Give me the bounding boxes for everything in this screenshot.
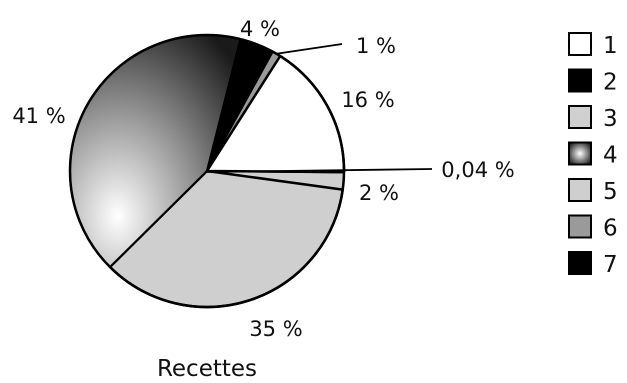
legend-label-6: 6 xyxy=(603,216,618,242)
legend-swatch-7 xyxy=(568,251,592,275)
slice-label-5: 35 % xyxy=(249,317,302,341)
slice-label-6: 1 % xyxy=(356,34,396,58)
chart-title: Recettes xyxy=(157,356,257,382)
legend-swatch-1 xyxy=(568,32,592,56)
slice-label-7: 4 % xyxy=(240,17,280,41)
slice-label-4: 41 % xyxy=(12,104,65,128)
legend-swatch-3 xyxy=(568,105,592,129)
legend-label-2: 2 xyxy=(603,70,618,96)
legend-swatch-2 xyxy=(568,68,592,93)
leader-line-2 xyxy=(206,168,433,173)
slice-labels: 16 % 0,04 % 2 % 41 % 35 % 1 % 4 % xyxy=(12,17,514,341)
leader-lines xyxy=(206,43,433,173)
leader-line-6 xyxy=(276,43,343,55)
legend-swatch-4 xyxy=(568,141,592,166)
legend-label-3: 3 xyxy=(603,106,618,132)
legend-swatch-6 xyxy=(568,214,592,239)
legend: 1 2 3 4 5 6 7 xyxy=(568,32,618,278)
slice-label-2: 0,04 % xyxy=(441,158,514,182)
legend-label-7: 7 xyxy=(603,252,618,278)
slice-label-1: 16 % xyxy=(341,88,394,112)
legend-label-4: 4 xyxy=(603,143,618,169)
legend-swatch-5 xyxy=(568,178,592,202)
legend-label-5: 5 xyxy=(603,179,618,205)
legend-label-1: 1 xyxy=(603,33,618,59)
pie-slices xyxy=(68,33,346,309)
slice-label-3: 2 % xyxy=(359,181,399,205)
